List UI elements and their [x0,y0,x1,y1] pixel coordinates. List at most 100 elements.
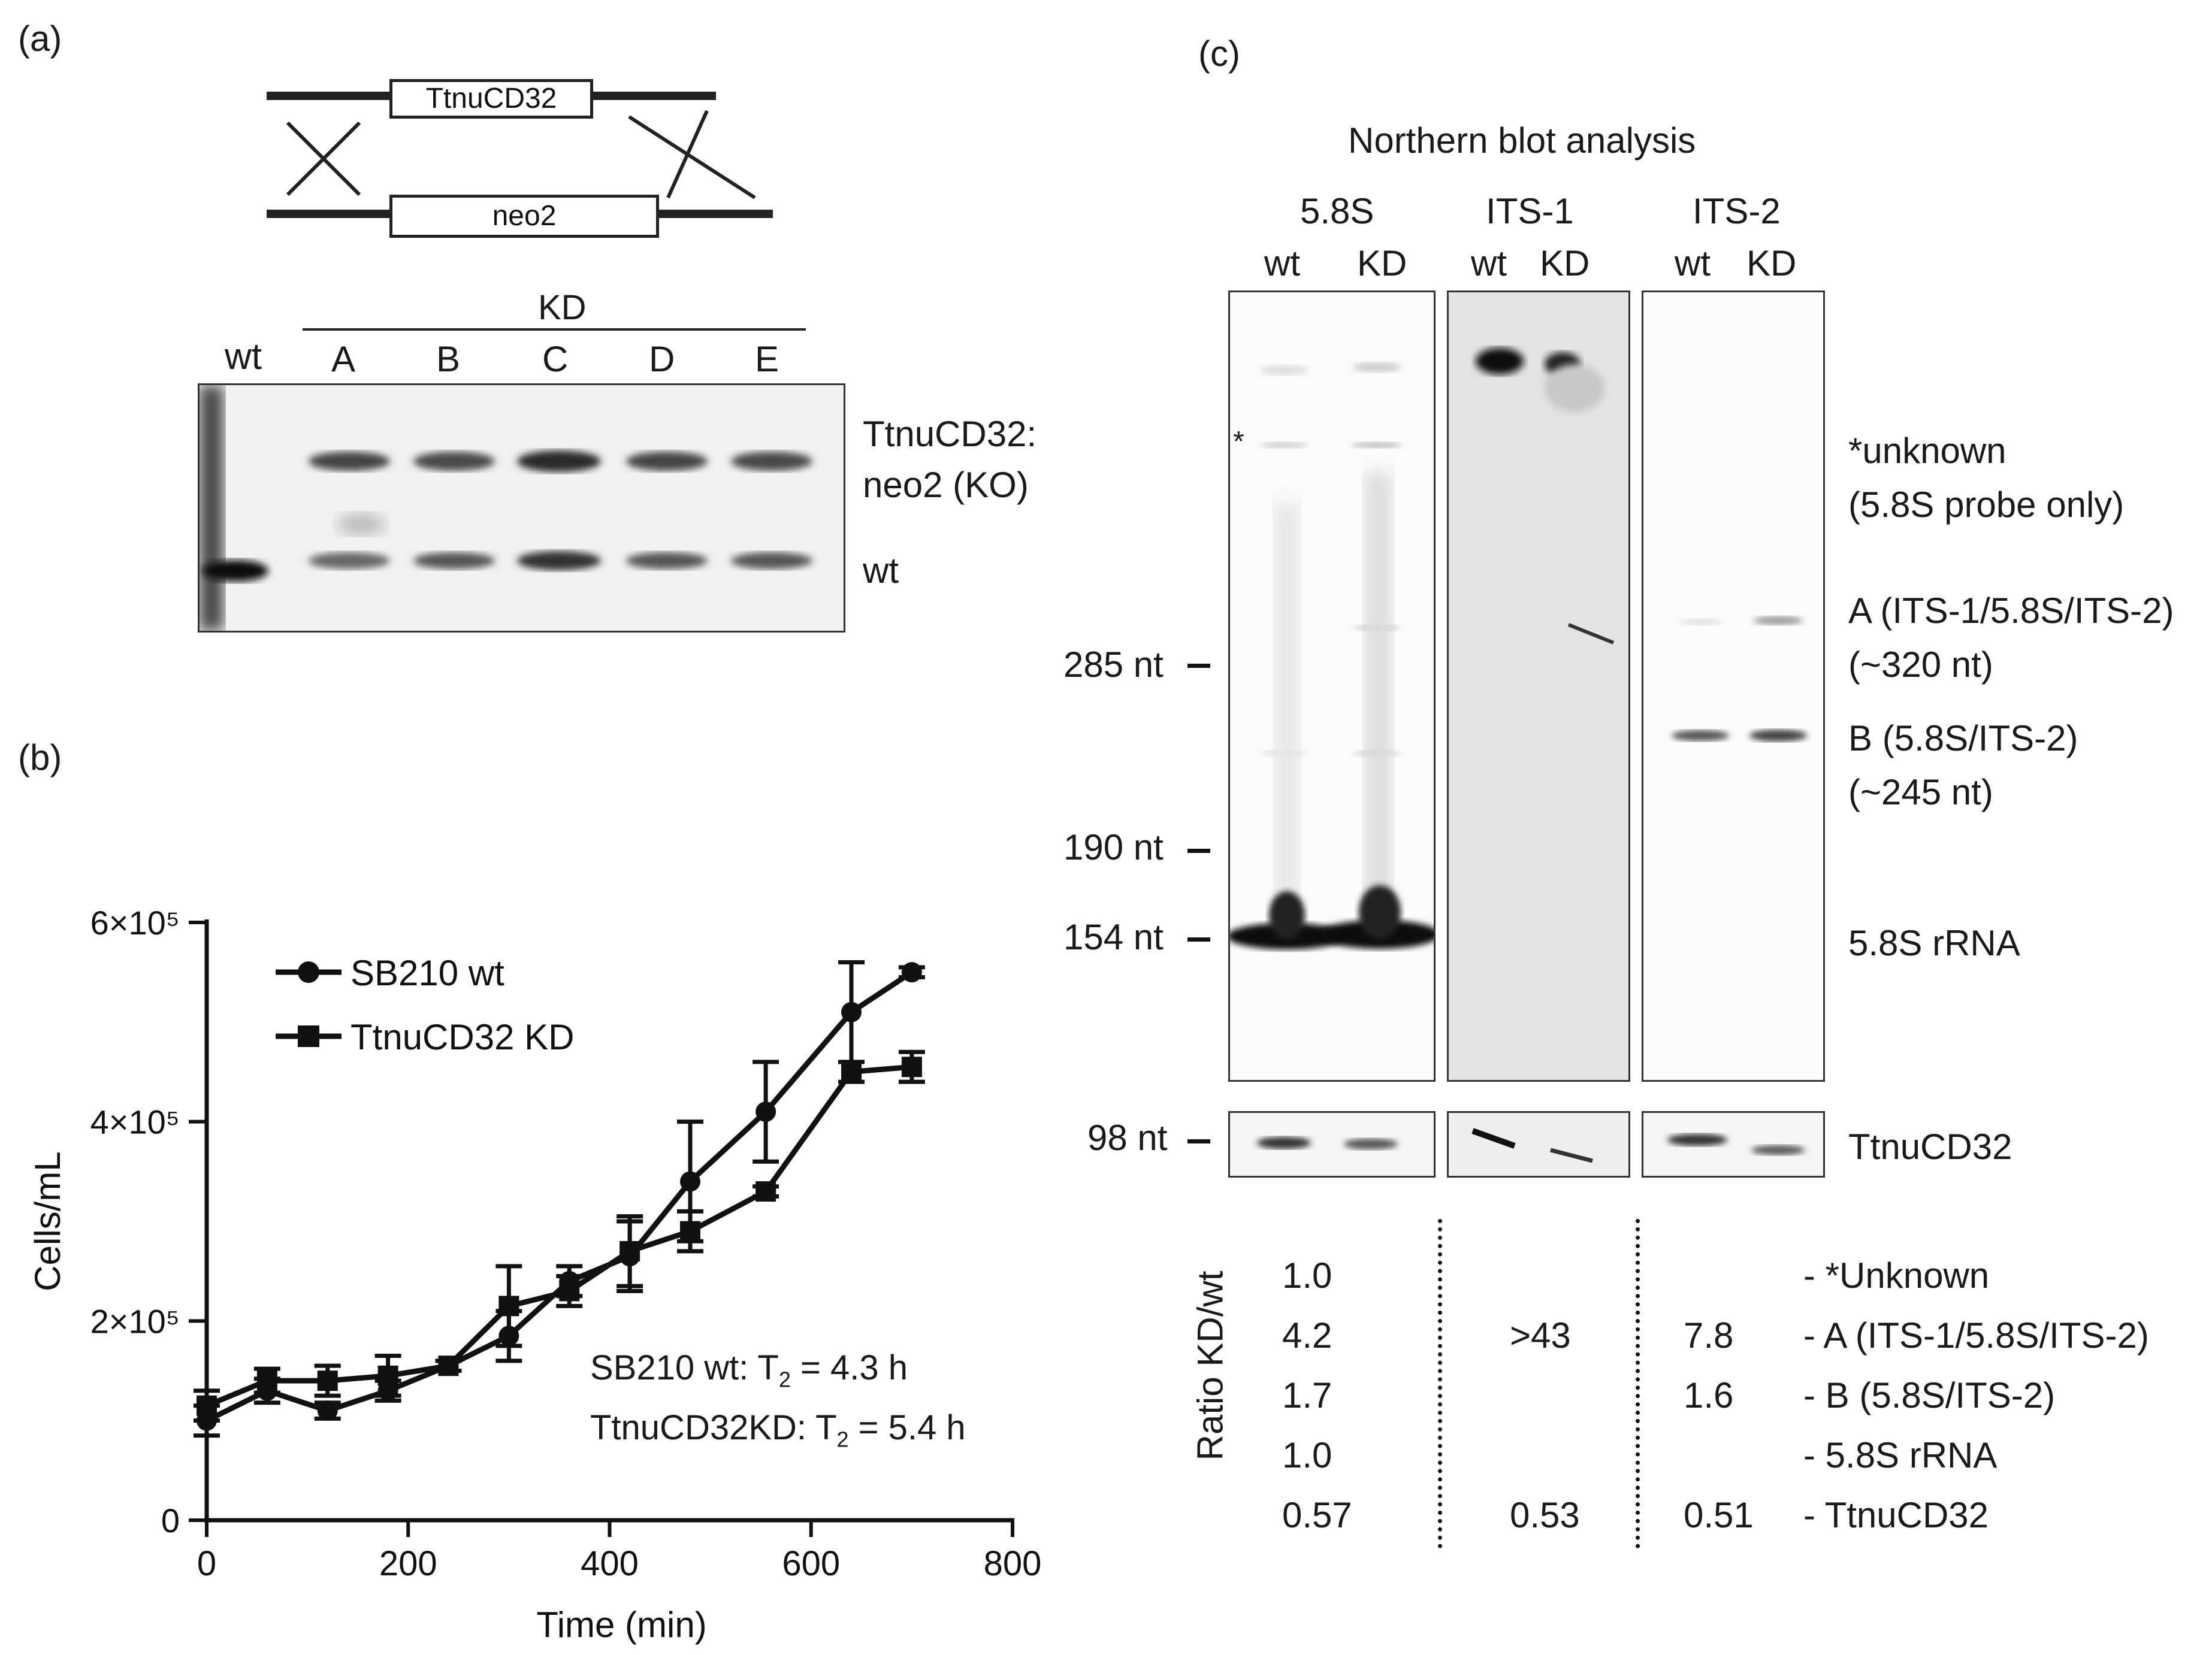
lane-its2-wt: wt [1675,243,1711,283]
legend-item-ttnucd32-kd: TtnuCD32 KD [276,1017,574,1057]
x-tick-label: 800 [984,1544,1042,1583]
size-marker-285: 285 nt [1063,645,1164,685]
northern-blot-title: Northern blot analysis [1348,120,1696,161]
doubling-time-wt-value: = 4.3 h [790,1348,908,1387]
ratio-row-a: - A (ITS-1/5.8S/ITS-2) [1803,1315,2149,1356]
loading-control-5-8s-bands [1257,1137,1398,1149]
data-point [901,1057,922,1078]
southern-blot-gel [198,383,845,633]
ratio-row-5-8s-rrna: - 5.8S rRNA [1803,1435,1998,1475]
legend-marker [298,961,319,983]
data-point [841,1002,862,1022]
size-marker-98-tick [1187,1139,1210,1143]
data-point [317,1370,338,1391]
data-point [756,1102,776,1123]
data-point [197,1395,217,1416]
band-unknown-line1: *unknown [1848,431,2006,471]
ratio-its2-a: 7.8 [1684,1315,1734,1356]
ratio-its1-a: >43 [1510,1315,1571,1356]
panel-b-label: (b) [18,737,62,777]
lane-label-b: B [436,339,461,379]
data-point [756,1181,776,1202]
northern-blot-5-8s-bands [1230,362,1434,949]
y-tick-label: 0 [161,1502,180,1539]
size-marker-190: 190 nt [1063,827,1164,867]
data-point [498,1296,519,1317]
northern-blot-its1-bands [1476,348,1615,645]
ratio-row-b: - B (5.8S/ITS-2) [1803,1375,2056,1415]
doubling-time-kd-sub: 2 [836,1427,849,1452]
lane-label-e: E [755,339,779,379]
kd-group-label: KD [538,288,587,327]
loading-control-its1-bands [1471,1128,1593,1163]
size-marker-154: 154 nt [1063,917,1164,957]
lane-5-8s-wt: wt [1264,243,1300,283]
ratio-its2-ttnucd32: 0.51 [1684,1495,1754,1535]
band-b-line1: B (5.8S/ITS-2) [1848,718,2078,758]
doubling-time-wt-sub: 2 [778,1367,791,1392]
ratio-5-8s-rrna: 1.0 [1282,1435,1332,1475]
northern-blot-its1 [1447,291,1630,1082]
loading-control-its2-bands [1667,1134,1805,1155]
data-point [438,1356,459,1376]
loading-control-its2 [1642,1111,1825,1178]
growth-curve-svg: 0 200 400 600 800 0 2×10⁵ 4×10⁵ 6×10⁵ Time (min) C… [28,904,1042,1645]
data-point [901,962,922,983]
legend-label: TtnuCD32 KD [350,1017,574,1057]
y-tick-label: 6×10⁵ [90,904,180,942]
x-tick-label: 400 [581,1544,639,1583]
ratio-its2-b: 1.6 [1684,1375,1734,1415]
ratio-5-8s-unknown: 1.0 [1282,1255,1332,1296]
southern-blot-bands [200,385,812,631]
growth-curve-chart: 0 200 400 600 800 0 2×10⁵ 4×10⁵ 6×10⁵ Time (min) C… [0,863,1078,1655]
doubling-time-wt: SB210 wt: T2 = 4.3 h [590,1348,908,1393]
band-label-ttnucd32: TtnuCD32: [863,414,1037,454]
band-unknown-line2: (5.8S probe only) [1848,485,2125,525]
series-line [206,970,914,1423]
data-point [620,1241,640,1261]
legend-item-sb210-wt: SB210 wt [276,953,504,993]
loading-control-its1 [1447,1111,1630,1178]
band-label-wt: wt [863,550,899,591]
x-axis-label: Time (min) [536,1605,706,1645]
y-tick-label: 4×10⁵ [90,1103,180,1141]
northern-blot-its2-bands [1672,616,1807,742]
panel-c-label: (c) [1198,34,1240,74]
band-a-line2: (~320 nt) [1848,645,1993,685]
construct-ttnucd32-box: TtnuCD32 [389,79,593,119]
ratio-row-unknown: - *Unknown [1803,1255,1990,1296]
band-a-line1: A (ITS-1/5.8S/ITS-2) [1848,591,2174,631]
ratio-row-ttnucd32: - TtnuCD32 [1803,1495,1989,1535]
data-point [256,1370,277,1391]
northern-blot-its2 [1642,291,1825,1082]
probe-label-5-8s: 5.8S [1300,191,1374,231]
kd-group-line [303,328,806,331]
doubling-time-kd-value: = 5.4 h [848,1408,966,1447]
lane-its1-kd: KD [1540,243,1590,283]
northern-blot-5-8s [1228,291,1436,1082]
size-marker-285-tick [1187,664,1210,668]
data-point [841,1061,862,1082]
band-5-8s-rrna: 5.8S rRNA [1848,923,2020,963]
doubling-time-wt-prefix: SB210 wt: T [590,1348,779,1387]
lane-label-a: A [331,339,356,379]
band-ttnucd32: TtnuCD32 [1848,1127,2012,1167]
asterisk-marker: * [1233,426,1244,458]
loading-control-5-8s [1228,1111,1436,1178]
probe-label-its1: ITS-1 [1486,191,1574,231]
doubling-time-kd-prefix: TtnuCD32KD: T [590,1408,837,1447]
lane-5-8s-kd: KD [1357,243,1407,283]
x-tick-label: 0 [197,1544,216,1583]
lane-label-c: C [542,339,569,379]
band-b-line2: (~245 nt) [1848,772,1993,812]
y-axis-label: Cells/mL [28,1151,68,1291]
lane-its2-kd: KD [1746,243,1797,283]
band-label-neo2-ko: neo2 (KO) [863,465,1029,505]
series-ttnucd32-kd [194,1049,925,1423]
ratio-its1-ttnucd32: 0.53 [1510,1495,1580,1535]
ratio-5-8s-ttnucd32: 0.57 [1282,1495,1352,1535]
size-marker-98: 98 nt [1087,1118,1168,1158]
ratio-5-8s-b: 1.7 [1282,1375,1332,1415]
ratio-axis-label: Ratio KD/wt [1190,1270,1231,1461]
data-point [680,1221,700,1242]
